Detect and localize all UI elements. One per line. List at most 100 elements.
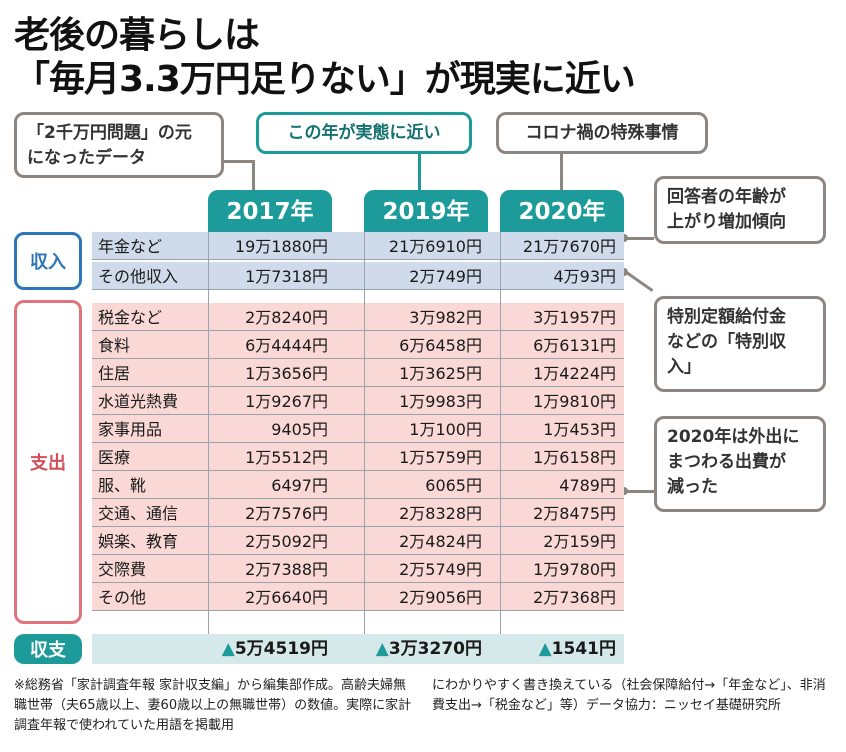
table-row: 交通、通信 2万7576円 2万8328円 2万8475円 xyxy=(92,499,624,527)
cell-expense-2-2019年: 1万3625円 xyxy=(399,364,482,383)
footnote-left: ※総務省「家計調査年報 家計収支編」から編集部作成。高齢夫婦無職世帯（夫65歳以… xyxy=(14,678,412,733)
cell-expense-6-2019年: 6065円 xyxy=(425,476,482,495)
column-divider-0 xyxy=(208,232,209,664)
cell-expense-3-2019年: 1万9983円 xyxy=(399,392,482,411)
dot-age xyxy=(620,234,628,242)
row-label-expense-0: 税金など xyxy=(98,308,163,327)
table-row: 年金など 19万1880円 21万6910円 21万7670円 xyxy=(92,232,624,260)
header-2017: 2017年 xyxy=(208,190,332,232)
callout-age: 回答者の年齢が 上がり増加傾向 xyxy=(654,176,826,244)
row-label-expense-1: 食料 xyxy=(98,336,131,355)
cell-expense-5-2020年: 1万6158円 xyxy=(533,448,616,467)
table-row: 交際費 2万7388円 2万5749円 1万9780円 xyxy=(92,555,624,583)
row-label-expense-3: 水道光熱費 xyxy=(98,392,179,411)
cell-expense-2-2020年: 1万4224円 xyxy=(533,364,616,383)
header-2019: 2019年 xyxy=(364,190,488,232)
cell-expense-10-2020年: 2万7368円 xyxy=(533,588,616,607)
cell-income-1-2017年: 1万7318円 xyxy=(245,267,328,286)
table-row: 水道光熱費 1万9267円 1万9983円 1万9810円 xyxy=(92,387,624,415)
title-line-2: 「毎月3.3万円足りない」が現実に近い xyxy=(14,59,636,100)
cell-expense-0-2020年: 3万1957円 xyxy=(533,308,616,327)
cell-income-0-2017年: 19万1880円 xyxy=(234,237,328,256)
connector-age xyxy=(626,237,654,240)
row-label-expense-9: 交際費 xyxy=(98,560,147,579)
column-divider-2 xyxy=(500,232,501,664)
callout-outings: 2020年は外出に まつわる出費が 減った xyxy=(654,416,826,512)
balance-2019年: ▲3万3270円 xyxy=(364,634,482,664)
cell-expense-0-2017年: 2万8240円 xyxy=(245,308,328,327)
cell-expense-3-2020年: 1万9810円 xyxy=(533,392,616,411)
cell-expense-0-2019年: 3万982円 xyxy=(409,308,482,327)
cell-expense-9-2017年: 2万7388円 xyxy=(245,560,328,579)
table-row: 医療 1万5512円 1万5759円 1万6158円 xyxy=(92,443,624,471)
cell-income-0-2019年: 21万6910円 xyxy=(388,237,482,256)
row-label-expense-10: その他 xyxy=(98,588,147,607)
group-balance: 収支 xyxy=(14,634,82,664)
row-label-expense-4: 家事用品 xyxy=(98,420,163,439)
callout-origin: 「2千万円問題」の元 になったデータ xyxy=(14,112,224,178)
connector-close xyxy=(418,154,421,190)
cell-expense-3-2017年: 1万9267円 xyxy=(245,392,328,411)
balance-row: ▲5万4519円 ▲3万3270円 ▲1541円 xyxy=(92,634,624,664)
balance-value: 3万3270円 xyxy=(388,639,482,659)
connector-outings xyxy=(626,490,654,493)
table-row: 住居 1万3656円 1万3625円 1万4224円 xyxy=(92,359,624,387)
balance-sign-icon: ▲ xyxy=(221,639,235,659)
group-income: 収入 xyxy=(14,232,82,290)
cell-expense-9-2019年: 2万5749円 xyxy=(399,560,482,579)
cell-income-1-2020年: 4万93円 xyxy=(553,267,616,286)
cell-expense-8-2020年: 2万159円 xyxy=(543,532,616,551)
connector-corona xyxy=(560,154,563,190)
row-label-expense-2: 住居 xyxy=(98,364,131,383)
row-label-expense-8: 娯楽、教育 xyxy=(98,532,179,551)
cell-expense-1-2020年: 6万6131円 xyxy=(533,336,616,355)
cell-expense-7-2019年: 2万8328円 xyxy=(399,504,482,523)
cell-expense-2-2017年: 1万3656円 xyxy=(245,364,328,383)
cell-expense-4-2019年: 1万100円 xyxy=(409,420,482,439)
table-row: 服、靴 6497円 6065円 4789円 xyxy=(92,471,624,499)
connector-special-income-path xyxy=(627,272,654,292)
cell-expense-10-2019年: 2万9056円 xyxy=(399,588,482,607)
cell-income-0-2020年: 21万7670円 xyxy=(522,237,616,256)
balance-sign-icon: ▲ xyxy=(538,639,552,659)
connector-origin-v xyxy=(252,160,255,190)
cell-expense-7-2017年: 2万7576円 xyxy=(245,504,328,523)
cell-expense-8-2019年: 2万4824円 xyxy=(399,532,482,551)
cell-expense-9-2020年: 1万9780円 xyxy=(533,560,616,579)
balance-sign-icon: ▲ xyxy=(375,639,389,659)
table-row: 家事用品 9405円 1万100円 1万453円 xyxy=(92,415,624,443)
dot-outings xyxy=(620,487,628,495)
column-divider-1 xyxy=(364,232,365,664)
table-row: その他収入 1万7318円 2万749円 4万93円 xyxy=(92,262,624,290)
table-row: 税金など 2万8240円 3万982円 3万1957円 xyxy=(92,303,624,331)
cell-expense-5-2017年: 1万5512円 xyxy=(245,448,328,467)
cell-expense-10-2017年: 2万6640円 xyxy=(245,588,328,607)
title-line-1: 老後の暮らしは xyxy=(14,15,260,56)
callout-close-to-reality: この年が実態に近い xyxy=(256,112,472,154)
cell-expense-6-2020年: 4789円 xyxy=(559,476,616,495)
group-expense: 支出 xyxy=(14,300,82,624)
cell-expense-8-2017年: 2万5092円 xyxy=(245,532,328,551)
balance-value: 5万4519円 xyxy=(234,639,328,659)
connector-origin xyxy=(222,160,252,163)
balance-value: 1541円 xyxy=(551,639,616,659)
callout-special-income: 特別定額給付金 などの「特別収 入」 xyxy=(654,296,826,392)
row-label-expense-5: 医療 xyxy=(98,448,131,467)
cell-expense-1-2019年: 6万6458円 xyxy=(399,336,482,355)
table-row: 娯楽、教育 2万5092円 2万4824円 2万159円 xyxy=(92,527,624,555)
balance-2020年: ▲1541円 xyxy=(498,634,616,664)
cell-expense-6-2017年: 6497円 xyxy=(271,476,328,495)
cell-income-1-2019年: 2万749円 xyxy=(409,267,482,286)
cell-expense-5-2019年: 1万5759円 xyxy=(399,448,482,467)
callout-corona: コロナ禍の特殊事情 xyxy=(496,112,708,154)
row-label-income-1: その他収入 xyxy=(98,267,179,286)
table-row: 食料 6万4444円 6万6458円 6万6131円 xyxy=(92,331,624,359)
cell-expense-7-2020年: 2万8475円 xyxy=(533,504,616,523)
table-row: その他 2万6640円 2万9056円 2万7368円 xyxy=(92,583,624,611)
cell-expense-4-2017年: 9405円 xyxy=(271,420,328,439)
cell-expense-4-2020年: 1万453円 xyxy=(543,420,616,439)
header-2020: 2020年 xyxy=(500,190,624,232)
footnote-right: にわかりやすく書き換えている（社会保障給付→「年金など」、非消費支出→「税金など… xyxy=(432,678,826,713)
row-label-expense-6: 服、靴 xyxy=(98,476,147,495)
dot-special-income xyxy=(620,268,628,276)
